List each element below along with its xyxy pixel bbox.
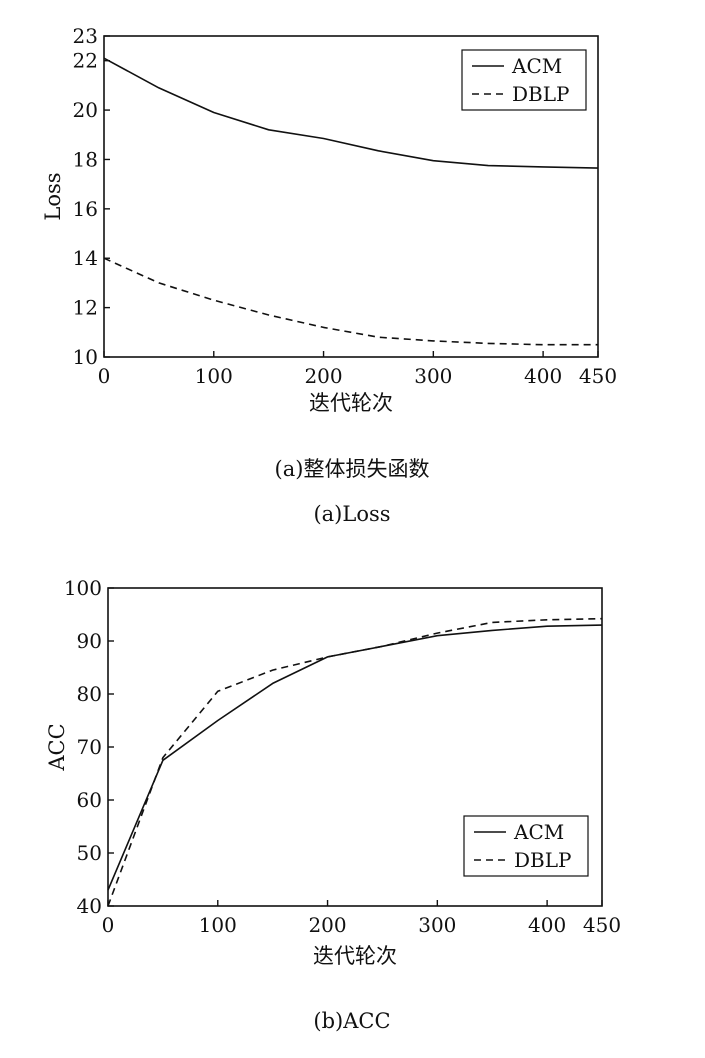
loss-caption: (a)整体损失函数 (275, 457, 430, 481)
loss-x-tick-label: 100 (195, 364, 233, 388)
acc-y-tick-label: 50 (77, 841, 102, 865)
loss-y-tick-label: 10 (73, 345, 98, 369)
acc-legend-label-acm: ACM (513, 820, 564, 844)
loss-x-tick-label: 200 (304, 364, 342, 388)
loss-y-tick-label: 12 (73, 296, 98, 320)
loss-y-tick-label: 18 (73, 147, 98, 171)
loss-y-tick-label: 16 (73, 197, 98, 221)
loss-x-tick-label: 0 (98, 364, 111, 388)
acc-y-axis-label: ACC (45, 723, 69, 771)
loss-y-tick-label: 14 (73, 246, 98, 270)
acc-y-tick-label: 100 (64, 576, 102, 600)
loss-x-tick-label: 450 (579, 364, 617, 388)
loss-x-tick-label: 400 (524, 364, 562, 388)
acc-y-tick-label: 40 (77, 894, 102, 918)
acc-figure: 40 50 60 70 80 90 100 0 100 200 300 400 450 ACM DBLP 迭代… (0, 560, 705, 1054)
acc-x-tick-label: 450 (583, 913, 621, 937)
loss-legend (461, 49, 587, 111)
loss-legend-label-acm: ACM (511, 54, 562, 78)
acc-x-tick-label: 0 (102, 913, 115, 937)
loss-figure: 10 12 14 16 18 20 22 23 0 100 200 300 400 450 ACM DBLP 迭… (41, 24, 617, 526)
acc-chart: 40 50 60 70 80 90 100 0 100 200 300 400 450 ACM DBLP 迭代… (45, 576, 621, 1033)
acc-x-tick-label: 400 (528, 913, 566, 937)
loss-legend-label-dblp: DBLP (512, 82, 569, 106)
loss-series-line-acm (103, 57, 599, 169)
acc-x-tick-label: 300 (418, 913, 456, 937)
loss-y-tick-label: 22 (73, 49, 98, 73)
loss-plot-frame (103, 35, 599, 358)
loss-y-tick-label: 20 (73, 98, 98, 122)
acc-legend (463, 815, 589, 877)
acc-y-tick-label: 70 (77, 735, 102, 759)
loss-y-tick-label: 23 (73, 24, 98, 48)
loss-caption: (a)Loss (313, 502, 390, 526)
acc-legend-label-dblp: DBLP (514, 848, 571, 872)
acc-x-tick-label: 100 (199, 913, 237, 937)
loss-series-line-dblp (103, 257, 598, 346)
acc-x-tick-label: 200 (308, 913, 346, 937)
loss-y-axis-label: Loss (41, 172, 65, 220)
acc-y-tick-label: 80 (77, 682, 102, 706)
acc-x-axis-label: 迭代轮次 (313, 944, 397, 968)
acc-y-tick-label: 90 (77, 629, 102, 653)
loss-x-axis-label: 迭代轮次 (309, 391, 393, 415)
acc-caption: (b)ACC (313, 1009, 390, 1033)
loss-x-tick-label: 300 (414, 364, 452, 388)
acc-series-line-dblp (107, 617, 603, 907)
acc-y-tick-label: 60 (77, 788, 102, 812)
